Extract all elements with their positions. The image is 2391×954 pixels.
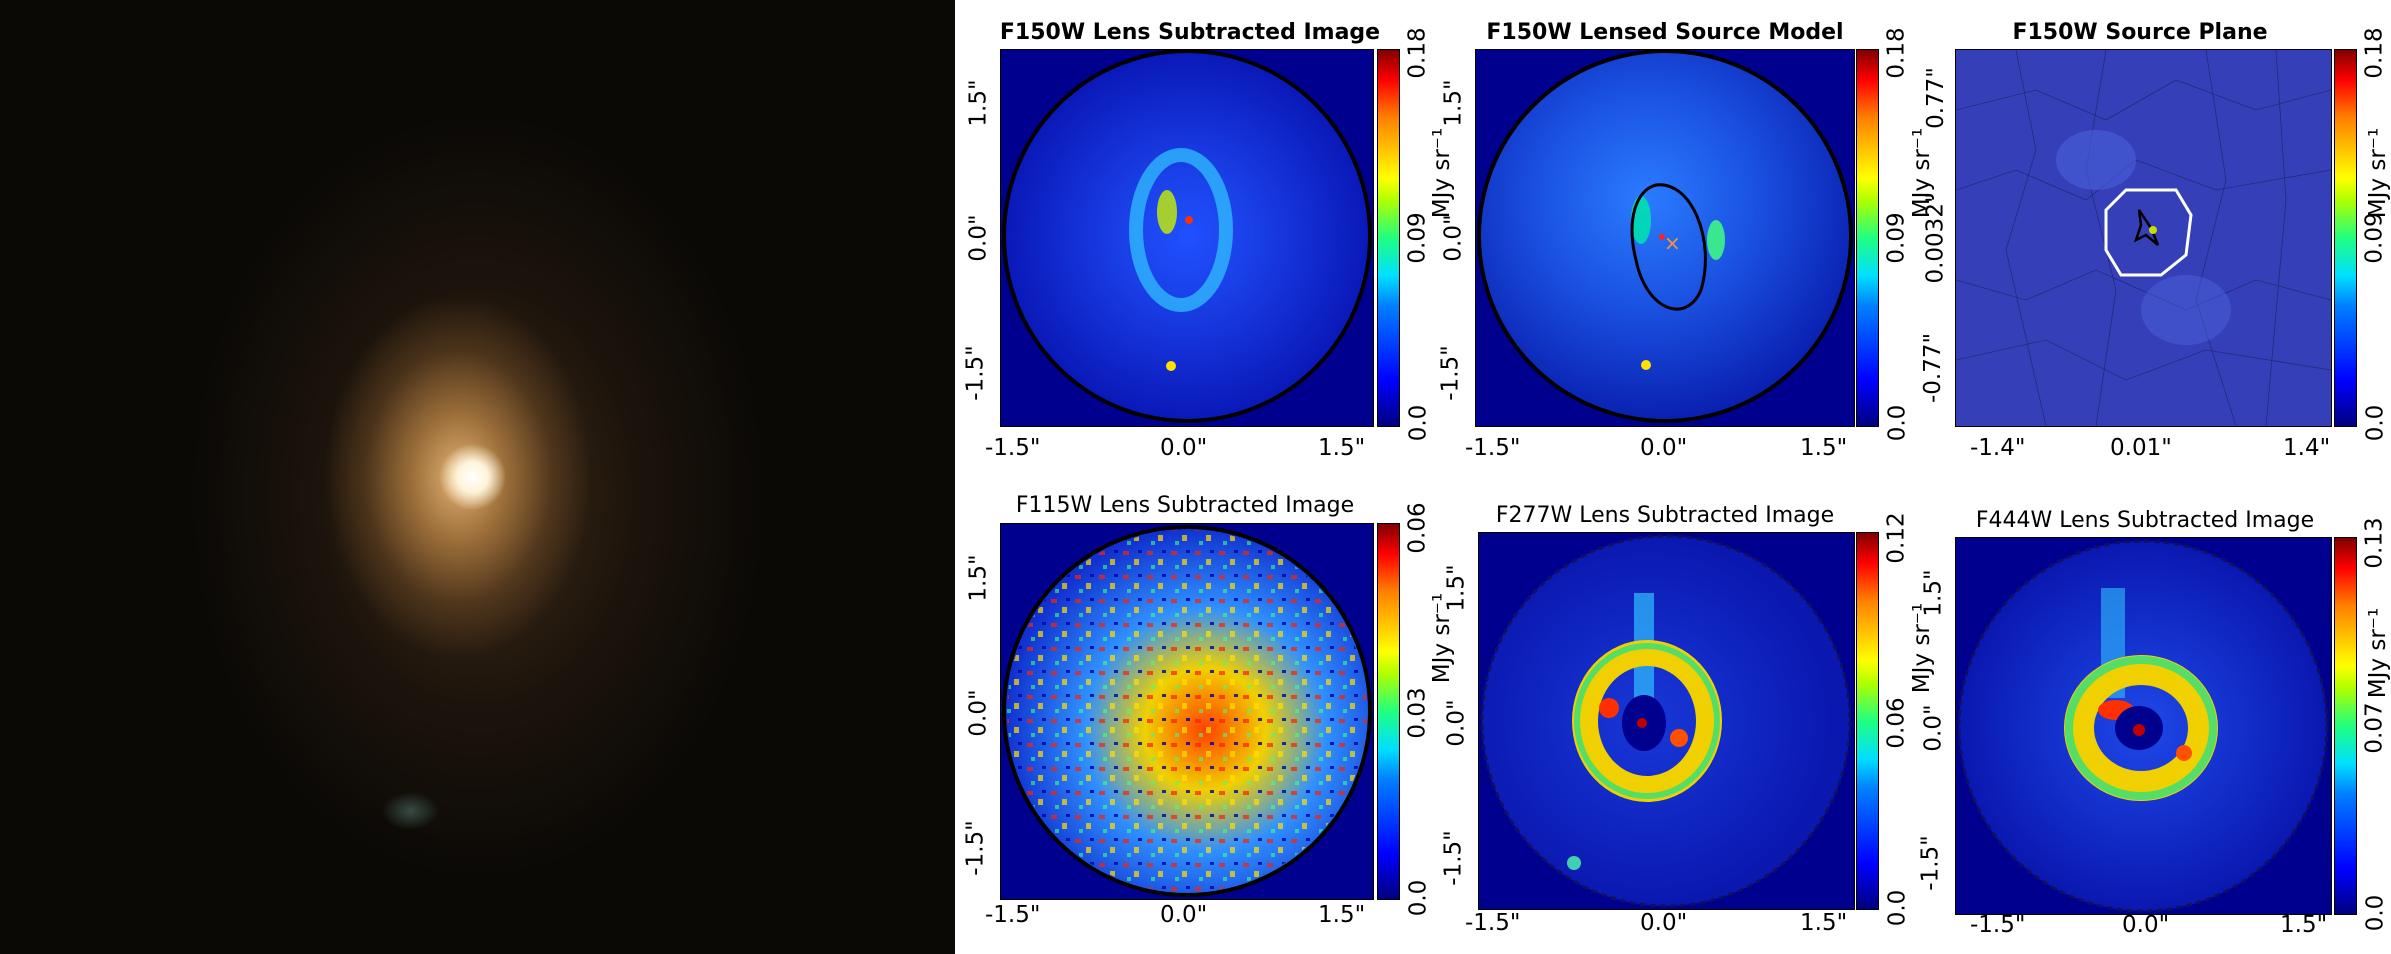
cbar-label: MJy sr⁻¹ — [2365, 127, 2391, 219]
source-plane-image — [1956, 50, 2331, 426]
image-area: × — [1475, 49, 1855, 427]
image-area — [1000, 523, 1374, 900]
cbar-tick: 0.0 — [2362, 404, 2389, 442]
cbar-tick: 0.0 — [1884, 404, 1911, 442]
panel-title: F115W Lens Subtracted Image — [1015, 493, 1355, 518]
x-tick: 1.5" — [1318, 902, 1366, 928]
x-tick: 1.5" — [2280, 912, 2328, 938]
panel-title: F150W Lens Subtracted Image — [999, 20, 1381, 45]
x-tick: 0.0" — [2122, 912, 2170, 938]
x-tick: 0.0" — [1160, 902, 1208, 928]
x-tick: 0.01" — [2110, 435, 2172, 461]
x-tick: 1.5" — [1318, 435, 1366, 461]
y-tick: -1.5" — [1440, 830, 1467, 886]
x-tick: 1.5" — [1800, 910, 1848, 936]
x-tick: -1.5" — [1970, 912, 2026, 938]
x-tick: -1.5" — [1465, 910, 1521, 936]
cbar-tick: 0.18 — [2361, 27, 2388, 79]
colorbar — [2334, 49, 2357, 427]
panel-title: F150W Lensed Source Model — [1486, 20, 1844, 45]
colorbar — [1377, 523, 1400, 900]
svg-text:×: × — [1664, 231, 1681, 255]
image-area — [1478, 532, 1855, 910]
x-tick: 0.0" — [1640, 910, 1688, 936]
panel-title: F444W Lens Subtracted Image — [1975, 508, 2315, 533]
x-tick: 1.5" — [1800, 435, 1848, 461]
y-tick: 1.5" — [1443, 564, 1470, 612]
y-tick: -1.5" — [1437, 345, 1464, 401]
y-tick: 0.0" — [1920, 704, 1947, 752]
cbar-tick: 0.0 — [1405, 404, 1432, 442]
cbar-tick: 0.06 — [1883, 697, 1910, 749]
image-area — [1000, 49, 1374, 427]
residual-image — [1957, 539, 2329, 913]
cbar-tick: 0.18 — [1404, 27, 1431, 79]
x-tick: 0.0" — [1640, 435, 1688, 461]
y-tick: 1.5" — [1440, 79, 1467, 127]
y-tick: -1.5" — [962, 345, 989, 401]
panel-title: F277W Lens Subtracted Image — [1495, 503, 1835, 528]
galaxy-color-image — [0, 0, 955, 954]
cbar-tick: 0.09 — [1404, 212, 1431, 264]
model-image: × — [1477, 50, 1853, 423]
cbar-tick: 0.18 — [1883, 27, 1910, 79]
image-area — [1955, 49, 2332, 427]
cbar-tick: 0.12 — [1883, 512, 1910, 564]
x-tick: -1.4" — [1970, 435, 2026, 461]
y-tick: -1.5" — [962, 820, 989, 876]
image-area — [1955, 537, 2332, 915]
colorbar — [1856, 532, 1879, 910]
panel-title: F150W Source Plane — [2012, 20, 2268, 45]
x-tick: 1.4" — [2283, 435, 2331, 461]
cbar-tick: 0.0 — [1405, 879, 1432, 917]
cbar-label: MJy sr⁻¹ — [2365, 607, 2391, 699]
cbar-tick: 0.0 — [2362, 894, 2389, 932]
residual-image — [1002, 525, 1372, 897]
y-tick: 1.5" — [1920, 569, 1947, 617]
y-tick: 0.0" — [1443, 699, 1470, 747]
y-tick: -1.5" — [1917, 835, 1944, 891]
y-tick: -0.77" — [1920, 332, 1947, 404]
residual-image — [1480, 534, 1852, 908]
x-tick: -1.5" — [985, 902, 1041, 928]
y-tick: 0.77" — [1922, 67, 1949, 129]
cbar-tick: 0.13 — [2361, 517, 2388, 569]
cbar-tick: 0.09 — [1883, 212, 1910, 264]
y-tick: 1.5" — [965, 554, 992, 602]
cbar-tick: 0.06 — [1404, 502, 1431, 554]
y-tick: 0.0" — [965, 214, 992, 262]
x-tick: -1.5" — [985, 435, 1041, 461]
y-tick: 0.0" — [965, 689, 992, 737]
x-tick: -1.5" — [1465, 435, 1521, 461]
residual-image — [1002, 50, 1372, 423]
y-tick: 1.5" — [965, 79, 992, 127]
x-tick: 0.0" — [1160, 435, 1208, 461]
colorbar — [1377, 49, 1400, 427]
cbar-tick: 0.03 — [1404, 687, 1431, 739]
y-tick: 0.0032" — [1922, 192, 1949, 284]
colorbar — [2334, 537, 2357, 915]
y-tick: 0.0" — [1440, 214, 1467, 262]
cbar-tick: 0.0 — [1884, 889, 1911, 927]
colorbar — [1856, 49, 1879, 427]
